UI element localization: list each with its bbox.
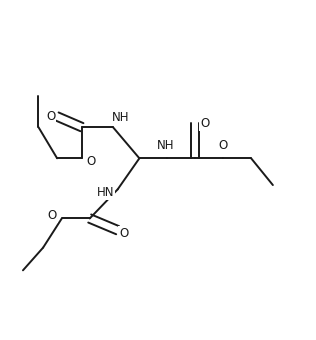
Text: HN: HN — [96, 186, 114, 199]
Text: O: O — [48, 209, 57, 222]
Text: O: O — [200, 117, 209, 130]
Text: O: O — [87, 155, 96, 168]
Text: NH: NH — [112, 110, 130, 124]
Text: O: O — [219, 139, 228, 152]
Text: O: O — [119, 227, 129, 240]
Text: O: O — [46, 110, 56, 123]
Text: NH: NH — [157, 139, 174, 152]
